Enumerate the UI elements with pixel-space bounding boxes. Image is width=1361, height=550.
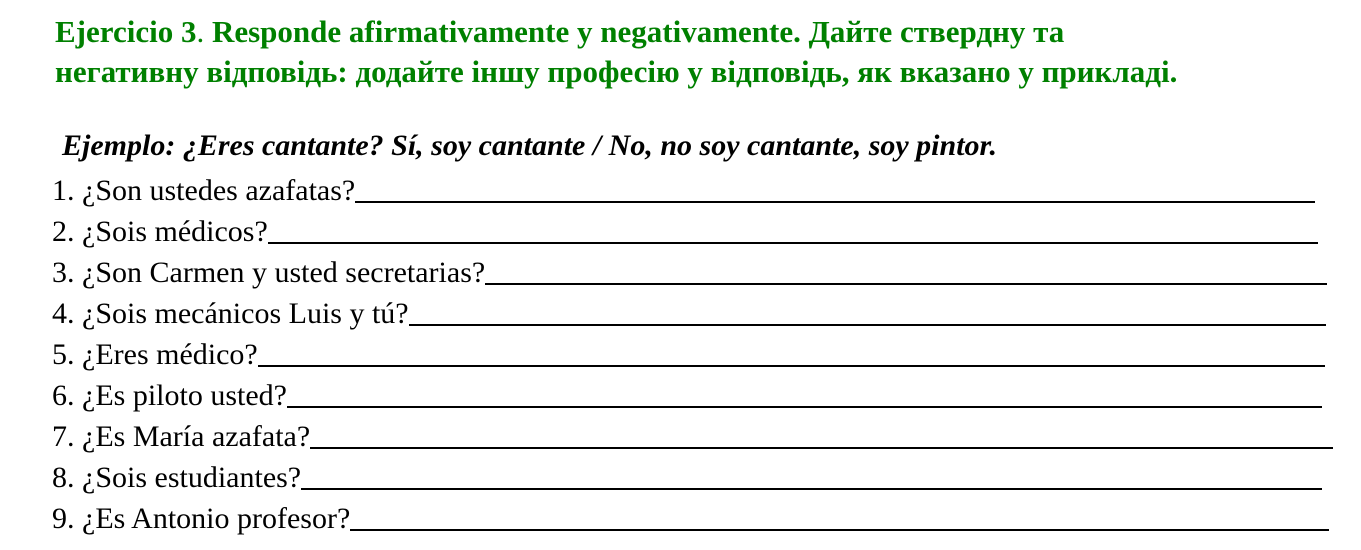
question-row: 1. ¿Son ustedes azafatas? xyxy=(52,168,1315,209)
title-dot: . xyxy=(196,14,205,49)
question-text: 5. ¿Eres médico? xyxy=(52,338,258,371)
question-row: 7. ¿Es María azafata? xyxy=(52,414,1333,455)
question-row: 3. ¿Son Carmen y usted secretarias? xyxy=(52,250,1327,291)
answer-line[interactable] xyxy=(286,405,1322,408)
answer-line[interactable] xyxy=(310,446,1333,449)
answer-line[interactable] xyxy=(355,200,1315,203)
question-text: 6. ¿Es piloto usted? xyxy=(52,379,287,412)
answer-line[interactable] xyxy=(301,487,1322,490)
question-text: 9. ¿Es Antonio profesor? xyxy=(52,502,351,535)
answer-line[interactable] xyxy=(267,241,1318,244)
question-text: 7. ¿Es María azafata? xyxy=(52,420,311,453)
question-text: 8. ¿Sois estudiantes? xyxy=(52,461,302,494)
question-list: 1. ¿Son ustedes azafatas? 2. ¿Sois médic… xyxy=(52,168,1333,537)
answer-line[interactable] xyxy=(408,323,1326,326)
answer-line[interactable] xyxy=(485,282,1327,285)
exercise-number: Ejercicio 3 xyxy=(55,14,197,49)
title-line2: негативну відповідь: додайте іншу профес… xyxy=(55,54,1178,89)
question-text: 2. ¿Sois médicos? xyxy=(52,215,268,248)
exercise-title: Ejercicio 3. Responde afirmativamente y … xyxy=(55,12,1177,92)
question-row: 2. ¿Sois médicos? xyxy=(52,209,1318,250)
question-row: 4. ¿Sois mecánicos Luis y tú? xyxy=(52,291,1326,332)
question-text: 3. ¿Son Carmen y usted secretarias? xyxy=(52,256,486,289)
answer-line[interactable] xyxy=(257,364,1325,367)
answer-line[interactable] xyxy=(350,528,1329,531)
example-sentence: Ejemplo: ¿Eres cantante? Sí, soy cantant… xyxy=(62,129,998,162)
title-line1: Responde afirmativamente y negativamente… xyxy=(204,14,1065,49)
question-row: 8. ¿Sois estudiantes? xyxy=(52,455,1322,496)
question-row: 5. ¿Eres médico? xyxy=(52,332,1325,373)
question-text: 4. ¿Sois mecánicos Luis y tú? xyxy=(52,297,409,330)
question-row: 6. ¿Es piloto usted? xyxy=(52,373,1322,414)
question-text: 1. ¿Son ustedes azafatas? xyxy=(52,174,356,207)
question-row: 9. ¿Es Antonio profesor? xyxy=(52,496,1329,537)
